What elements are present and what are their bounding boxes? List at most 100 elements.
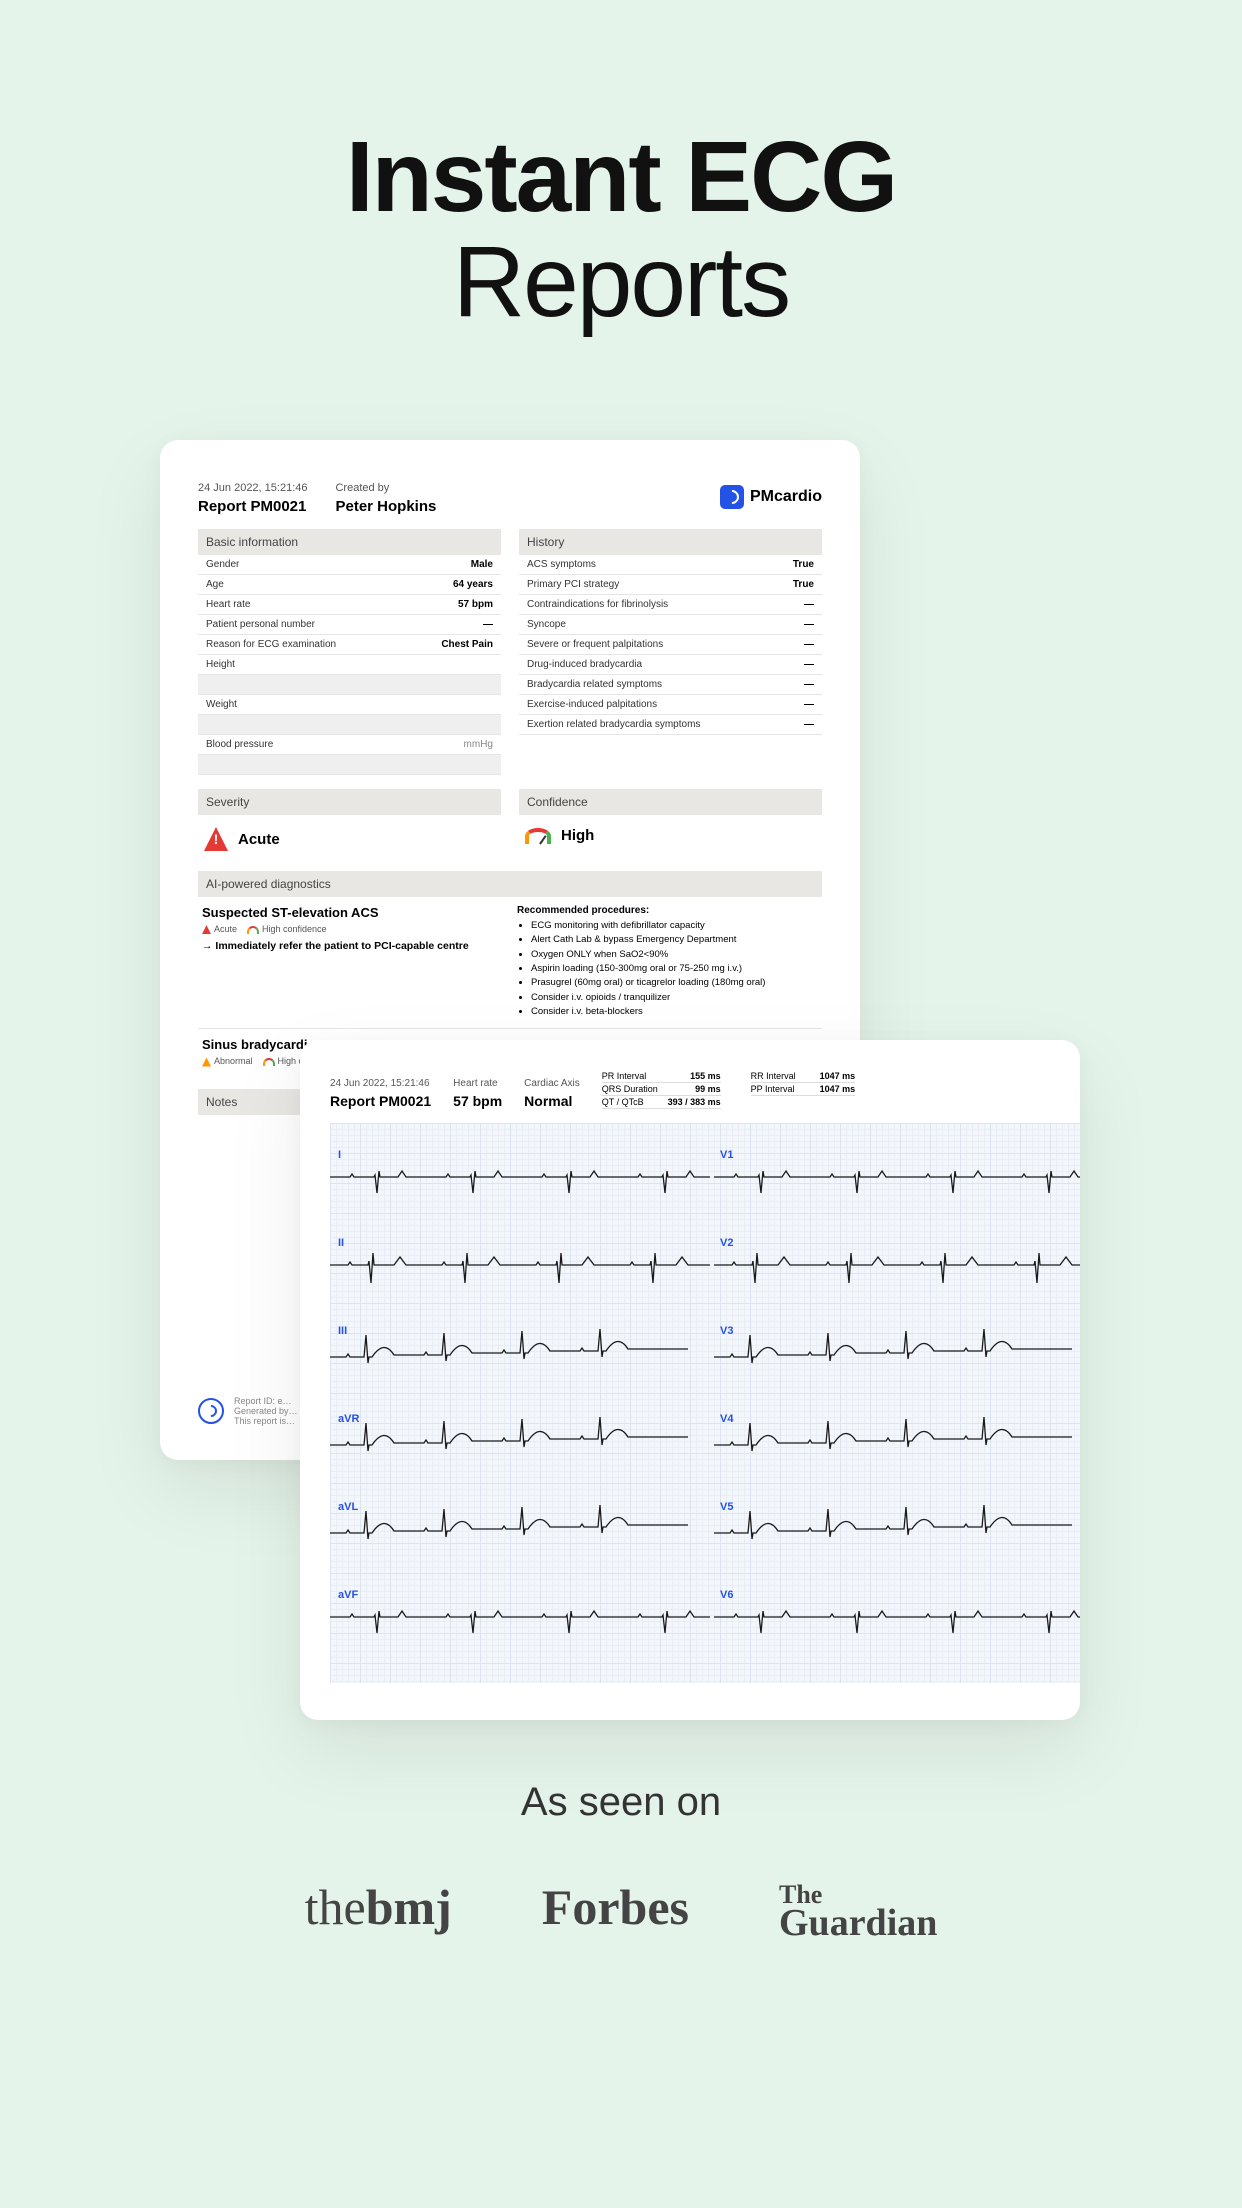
severity-title: Severity	[198, 789, 501, 815]
as-seen-title: As seen on	[0, 1780, 1242, 1825]
ecg-lead-row: aVRV4	[330, 1427, 1080, 1483]
kv-row: GenderMale	[198, 555, 501, 575]
kv-row: Syncope—	[519, 615, 822, 635]
ecg-lead-row: IV1	[330, 1163, 1080, 1219]
logo-forbes: Forbes	[542, 1878, 689, 1936]
kv-row: Bradycardia related symptoms—	[519, 675, 822, 695]
ecg-trace	[330, 1413, 710, 1469]
basic-info-section: Basic information GenderMaleAge64 yearsH…	[198, 529, 501, 775]
dx1-name: Suspected ST-elevation ACS	[202, 905, 503, 920]
stat-row: PR Interval155 ms	[602, 1070, 721, 1083]
ecg-trace	[714, 1413, 1080, 1469]
dx-block-1: Suspected ST-elevation ACS Acute High co…	[198, 897, 822, 1029]
ecg-trace	[330, 1325, 710, 1381]
created-by-name: Peter Hopkins	[335, 498, 436, 515]
kv-row: Exercise-induced palpitations—	[519, 695, 822, 715]
alert-icon	[204, 827, 228, 851]
kv-row: Drug-induced bradycardia—	[519, 655, 822, 675]
footer-line2: Generated by…	[234, 1406, 298, 1416]
proc-item: Oxygen ONLY when SaO2<90%	[531, 949, 818, 961]
footer-line1: Report ID: e…	[234, 1396, 298, 1406]
kv-row: Exertion related bradycardia symptoms—	[519, 715, 822, 735]
report-id-block: 24 Jun 2022, 15:21:46 Report PM0021	[198, 478, 307, 515]
ecg-trace	[714, 1501, 1080, 1557]
report-footer: Report ID: e… Generated by… This report …	[198, 1396, 298, 1426]
stat-row: PP Interval1047 ms	[751, 1083, 856, 1096]
report-header: 24 Jun 2022, 15:21:46 Report PM0021 Crea…	[198, 478, 822, 515]
ecg-trace	[330, 1501, 710, 1557]
ecg-stats-col2: RR Interval1047 msPP Interval1047 ms	[751, 1070, 856, 1109]
history-section: History ACS symptomsTruePrimary PCI stra…	[519, 529, 822, 775]
ecg-grid: IV1 IIV2 IIIV3 aVRV4 aVLV5 aVFV6	[330, 1123, 1080, 1683]
hero-title-light: Reports	[0, 225, 1242, 340]
dx1-badge-acute: Acute	[202, 924, 237, 934]
confidence-title: Confidence	[519, 789, 822, 815]
created-by-block: Created by Peter Hopkins	[335, 478, 436, 515]
ecg-axis: Cardiac Axis Normal	[524, 1073, 580, 1109]
kv-row: Contraindications for fibrinolysis—	[519, 595, 822, 615]
ecg-report-id: 24 Jun 2022, 15:21:46 Report PM0021	[330, 1073, 431, 1109]
kv-row: Severe or frequent palpitations—	[519, 635, 822, 655]
brand-name: PMcardio	[750, 488, 822, 506]
ecg-lead-row: IIV2	[330, 1251, 1080, 1307]
ecg-trace	[714, 1149, 1080, 1205]
ecg-hr: Heart rate 57 bpm	[453, 1073, 502, 1109]
triangle-icon	[202, 1058, 211, 1067]
ecg-header: 24 Jun 2022, 15:21:46 Report PM0021 Hear…	[330, 1070, 1080, 1109]
dx1-action: → Immediately refer the patient to PCI-c…	[202, 940, 503, 952]
proc-item: Consider i.v. beta-blockers	[531, 1006, 818, 1018]
ecg-lead-row: IIIV3	[330, 1339, 1080, 1395]
proc-item: Prasugrel (60mg oral) or ticagrelor load…	[531, 977, 818, 989]
proc-item: Alert Cath Lab & bypass Emergency Depart…	[531, 934, 818, 946]
created-by-label: Created by	[335, 482, 389, 494]
ecg-stats-col1: PR Interval155 msQRS Duration99 msQT / Q…	[602, 1070, 721, 1109]
report-timestamp: 24 Jun 2022, 15:21:46	[198, 482, 307, 494]
basic-info-title: Basic information	[198, 529, 501, 555]
dx1-proc-list: ECG monitoring with defibrillator capaci…	[517, 920, 818, 1018]
ecg-card: 24 Jun 2022, 15:21:46 Report PM0021 Hear…	[300, 1040, 1080, 1720]
history-title: History	[519, 529, 822, 555]
ecg-trace	[330, 1237, 710, 1293]
hero: Instant ECG Reports	[0, 0, 1242, 340]
gauge-icon	[247, 926, 259, 934]
footer-logo-icon	[198, 1398, 224, 1424]
gauge-icon	[263, 1058, 275, 1066]
proc-item: Consider i.v. opioids / tranquilizer	[531, 992, 818, 1004]
triangle-icon	[202, 925, 211, 934]
proc-item: ECG monitoring with defibrillator capaci…	[531, 920, 818, 932]
as-seen-on: As seen on thebmj Forbes TheGuardian	[0, 1780, 1242, 1940]
kv-row: ACS symptomsTrue	[519, 555, 822, 575]
brand: PMcardio	[720, 478, 822, 515]
ecg-trace	[714, 1589, 1080, 1645]
confidence-value: High	[561, 827, 594, 844]
proc-item: Aspirin loading (150-300mg oral or 75-25…	[531, 963, 818, 975]
confidence-panel: Confidence High	[519, 789, 822, 863]
severity-panel: Severity Acute	[198, 789, 501, 863]
ecg-trace	[330, 1589, 710, 1645]
ecg-lead-row: aVLV5	[330, 1515, 1080, 1571]
ecg-lead-row: aVFV6	[330, 1603, 1080, 1659]
hero-title-bold: Instant ECG	[0, 120, 1242, 235]
dx1-badge-conf: High confidence	[247, 924, 327, 934]
kv-row: Primary PCI strategyTrue	[519, 575, 822, 595]
dx1-proc-title: Recommended procedures:	[517, 905, 818, 916]
footer-line3: This report is…	[234, 1416, 298, 1426]
report-title: Report PM0021	[198, 498, 307, 515]
severity-value: Acute	[238, 831, 280, 848]
logo-guardian: TheGuardian	[779, 1875, 937, 1940]
kv-row-empty: Blood pressuremmHg	[198, 735, 501, 755]
ecg-trace	[714, 1237, 1080, 1293]
stat-row: RR Interval1047 ms	[751, 1070, 856, 1083]
logo-bmj: thebmj	[305, 1878, 452, 1936]
stat-row: QT / QTcB393 / 383 ms	[602, 1096, 721, 1109]
ecg-trace	[714, 1325, 1080, 1381]
gauge-icon	[525, 828, 551, 844]
ecg-trace	[330, 1149, 710, 1205]
ai-dx-title: AI-powered diagnostics	[198, 871, 822, 897]
kv-row-empty: Height	[198, 655, 501, 675]
brand-logo-icon	[720, 485, 744, 509]
kv-row: Patient personal number—	[198, 615, 501, 635]
dx2-badge-abnormal: Abnormal	[202, 1056, 253, 1066]
kv-row: Heart rate57 bpm	[198, 595, 501, 615]
stat-row: QRS Duration99 ms	[602, 1083, 721, 1096]
